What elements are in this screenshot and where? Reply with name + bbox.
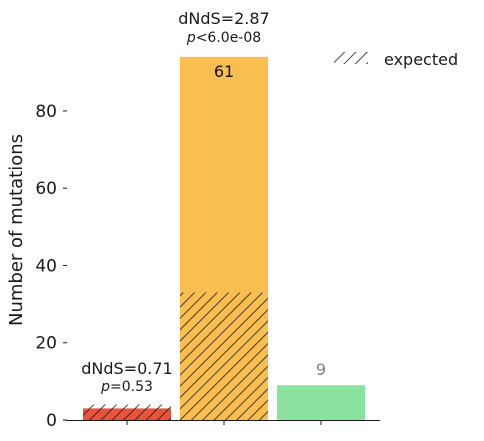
bar-3 — [277, 385, 365, 420]
expected-overlay-1 — [83, 404, 171, 420]
annotation-bar-1: dNdS=0.71 p=0.53 — [81, 359, 172, 395]
p-value-label-1: p=0.53 — [100, 379, 153, 395]
bar-value-label-2: 61 — [214, 62, 234, 81]
expected-overlay-2 — [180, 292, 268, 420]
p-value-label-2: p<6.0e-08 — [186, 30, 261, 46]
annotation-bar-2: dNdS=2.87 p<6.0e-08 — [178, 9, 269, 46]
expected-overlays — [83, 292, 268, 420]
legend-swatch-expected — [334, 52, 368, 64]
y-tick-label-4: 80 — [35, 102, 57, 122]
legend-label-expected: expected — [384, 50, 458, 69]
legend: expected — [334, 50, 458, 69]
y-axis: 0 20 40 60 80 — [35, 102, 67, 431]
bar-labels: 61 9 — [214, 62, 326, 379]
y-tick-label-0: 0 — [46, 411, 57, 431]
bar-value-label-3: 9 — [316, 360, 326, 379]
x-axis-ticks — [126, 420, 322, 425]
dnds-label-2: dNdS=2.87 — [178, 9, 269, 28]
y-tick-label-2: 40 — [35, 256, 57, 276]
y-axis-label: Number of mutations — [6, 134, 27, 326]
dnds-label-1: dNdS=0.71 — [81, 359, 172, 378]
y-tick-label-3: 60 — [35, 179, 57, 199]
y-tick-label-1: 20 — [35, 334, 57, 354]
